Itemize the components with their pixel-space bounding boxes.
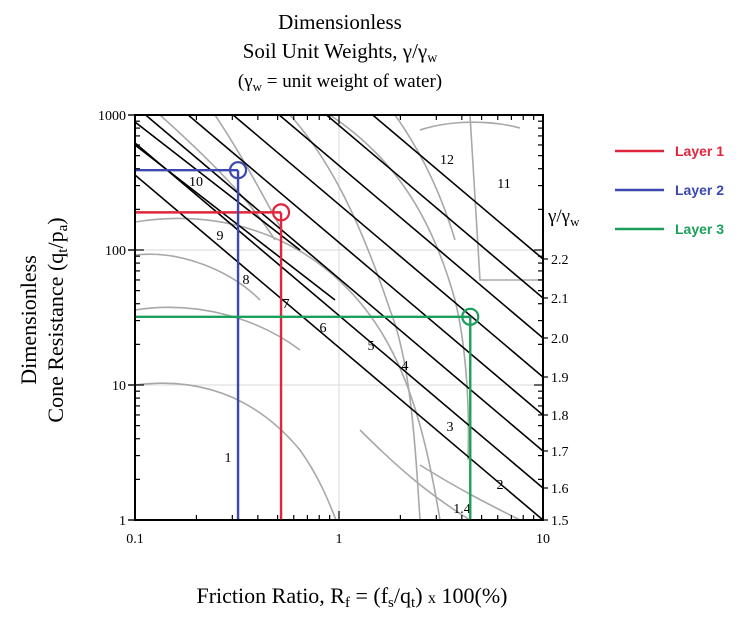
zone-boundary-curve [359,429,471,520]
y-axis-label-line-2: Cone Resistance (qt/pa) [43,217,71,422]
unit-weight-contours [135,115,543,520]
zone-label: 1.4 [453,502,471,517]
zone-boundary-curve [159,115,276,241]
chart-title-line-3: (γw = unit weight of water) [238,71,442,94]
x-tick-label: 0.1 [126,532,144,547]
right-tick-label: 2.0 [551,332,569,347]
zone-boundary-curve [469,115,543,281]
layer-point-marker [271,203,291,222]
y-tick-label: 10 [112,379,126,394]
unit-weight-line [135,142,543,489]
zone-label: 1 [225,451,232,466]
right-tick-label: 2.2 [551,253,569,268]
zone-label: 8 [243,273,250,288]
zone-label: 2 [497,478,504,493]
unit-weight-line [135,121,301,251]
unit-weight-line [135,174,543,520]
zone-boundary-curve [394,115,456,241]
unit-weight-line [186,115,543,416]
zone-label: 12 [440,153,454,168]
zone-label: 3 [447,420,454,435]
zone-boundary-curve [289,115,421,520]
unit-weight-line [371,115,543,260]
zone-label: 11 [497,177,510,192]
zone-boundary-curve [329,115,470,461]
legend-label: Layer 2 [675,182,724,198]
legend-label: Layer 3 [675,221,724,237]
right-tick-label: 1.5 [551,514,569,529]
layer-point-marker [461,307,480,326]
chart-title-line-2: Soil Unit Weights, γ/γw [243,39,439,66]
right-axis-label: γ/γw [547,206,580,229]
right-tick-label: 2.1 [551,292,569,307]
y-axis-label-line-1: Dimensionless [16,255,41,385]
legend: Layer 1 Layer 2 Layer 3 [615,143,724,237]
right-tick-label: 1.6 [551,482,569,497]
zone-label: 10 [189,175,203,190]
zone-boundary-curve [135,306,301,351]
zone-boundary-curve [135,217,441,520]
layer-point-marker [228,161,248,180]
zone-boundaries [135,115,543,520]
legend-label: Layer 1 [675,143,724,159]
zone-boundary-curve [419,464,521,520]
zone-label: 6 [320,321,327,336]
zone-label: 4 [402,359,409,374]
zone-boundary-curve [135,253,261,301]
x-tick-label: 1 [336,532,343,547]
right-tick-label: 1.7 [551,445,569,460]
unit-weight-line [144,115,543,452]
chart-title-line-1: Dimensionless [278,10,402,34]
x-axis-label: Friction Ratio, Rf = (fs/qt) x 100(%) [196,583,507,611]
unit-weight-line [135,144,336,301]
zone-boundary-curve [419,121,521,131]
unit-weight-line [231,115,543,378]
zone-boundary-curve [135,382,337,520]
right-tick-label: 1.8 [551,409,569,424]
zone-label: 7 [283,297,290,312]
y-tick-label: 1000 [98,109,126,124]
layer-markers [135,161,480,520]
zone-label: 9 [217,229,224,244]
right-tick-label: 1.9 [551,371,569,386]
zone-label: 5 [368,339,375,354]
unit-weight-line [325,115,543,299]
x-tick-label: 10 [536,532,550,547]
y-tick-label: 1 [119,514,126,529]
y-tick-label: 100 [105,244,126,259]
unit-weight-line [278,115,543,339]
